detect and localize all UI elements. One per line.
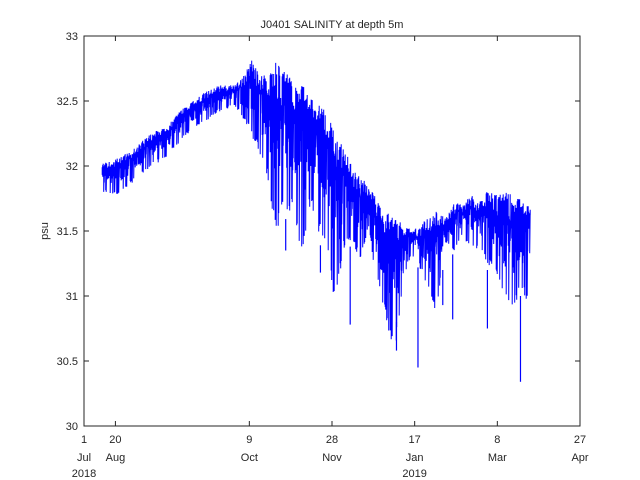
- salinity-series-line: [101, 60, 531, 341]
- y-tick-label: 30.5: [57, 356, 78, 368]
- y-tick-label: 32: [66, 161, 78, 173]
- y-tick-label: 31: [66, 291, 78, 303]
- x-tick-label-month: Jan: [406, 452, 424, 464]
- y-tick-label: 31.5: [57, 226, 78, 238]
- y-tick-label: 30: [66, 421, 78, 433]
- x-tick-label-day: 28: [326, 434, 338, 446]
- series-layer: [101, 60, 531, 382]
- x-tick-label-month: Nov: [322, 452, 342, 464]
- x-tick-label-year: 2018: [72, 468, 96, 480]
- x-tick-label-day: 17: [409, 434, 421, 446]
- x-tick-label-day: 1: [81, 434, 87, 446]
- x-axis: 1 Jul 2018 20 Aug 9 Oct 28 Nov 17 Jan 2019 8 Mar 27 Apr: [72, 36, 589, 480]
- x-tick-label-month: Apr: [571, 452, 588, 464]
- x-tick-label-month: Aug: [106, 452, 126, 464]
- x-tick-label-day: 20: [109, 434, 121, 446]
- x-tick-label-month: Oct: [241, 452, 258, 464]
- x-tick-label-day: 27: [574, 434, 586, 446]
- x-tick-label-day: 8: [494, 434, 500, 446]
- y-axis: 30 30.5 31 31.5 32 32.5 33: [57, 31, 580, 433]
- y-axis-label: psu: [39, 222, 51, 240]
- x-tick-label-month: Jul: [77, 452, 91, 464]
- chart-title: J0401 SALINITY at depth 5m: [261, 19, 404, 31]
- x-tick-label-day: 9: [246, 434, 252, 446]
- y-tick-label: 32.5: [57, 96, 78, 108]
- y-tick-label: 33: [66, 31, 78, 43]
- x-tick-label-year: 2019: [402, 468, 426, 480]
- x-tick-label-month: Mar: [488, 452, 507, 464]
